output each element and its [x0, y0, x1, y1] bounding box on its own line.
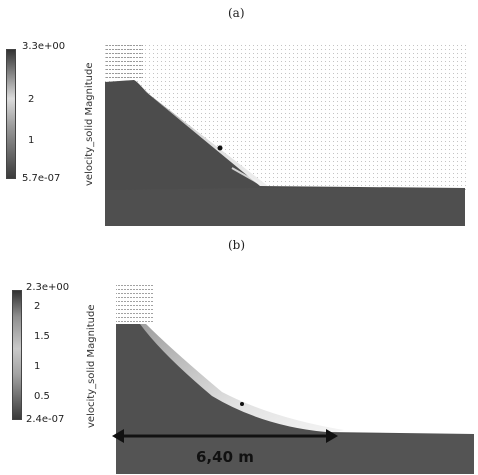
- panel-a-colorbar-max: 3.3e+00: [22, 41, 66, 52]
- panel-b-colorbar-tick-0-5: 0.5: [34, 391, 50, 402]
- panel-b-colorbar: [12, 290, 22, 420]
- panel-a-colorbar-min: 5.7e-07: [22, 173, 61, 184]
- panel-b-colorbar-title: velocity_solid Magnitude: [86, 304, 97, 428]
- panel-b-colorbar-tick-1: 1: [34, 361, 41, 372]
- panel-b-soil-floor: [116, 434, 474, 474]
- panel-a-simulation: [102, 42, 468, 226]
- panel-b-dimension-arrow: [112, 429, 338, 443]
- panel-a-colorbar-title: velocity_solid Magnitude: [84, 62, 95, 186]
- panel-b-label: (b): [228, 238, 246, 252]
- panel-b-colorbar-min: 2.4e-07: [26, 414, 65, 425]
- panel-b-colorbar-tick-2: 2: [34, 301, 41, 312]
- panel-b-colorbar-tick-1-5: 1.5: [34, 331, 50, 342]
- panel-b-dimension-label: 6,40 m: [196, 448, 254, 466]
- panel-b-fluid-dense: [116, 284, 154, 322]
- panel-a-label: (a): [228, 6, 245, 20]
- panel-a-fluid-dense: [105, 43, 143, 79]
- panel-b-colorbar-max: 2.3e+00: [26, 282, 70, 293]
- panel-a-sliding-layer: [134, 82, 268, 188]
- panel-b-simulation: 6,40 m: [112, 284, 474, 474]
- panel-a-colorbar: [6, 49, 16, 179]
- panel-a-soil-floor: [105, 188, 465, 226]
- panel-a-colorbar-tick-2: 2: [28, 94, 35, 105]
- panel-a-colorbar-tick-1: 1: [28, 135, 35, 146]
